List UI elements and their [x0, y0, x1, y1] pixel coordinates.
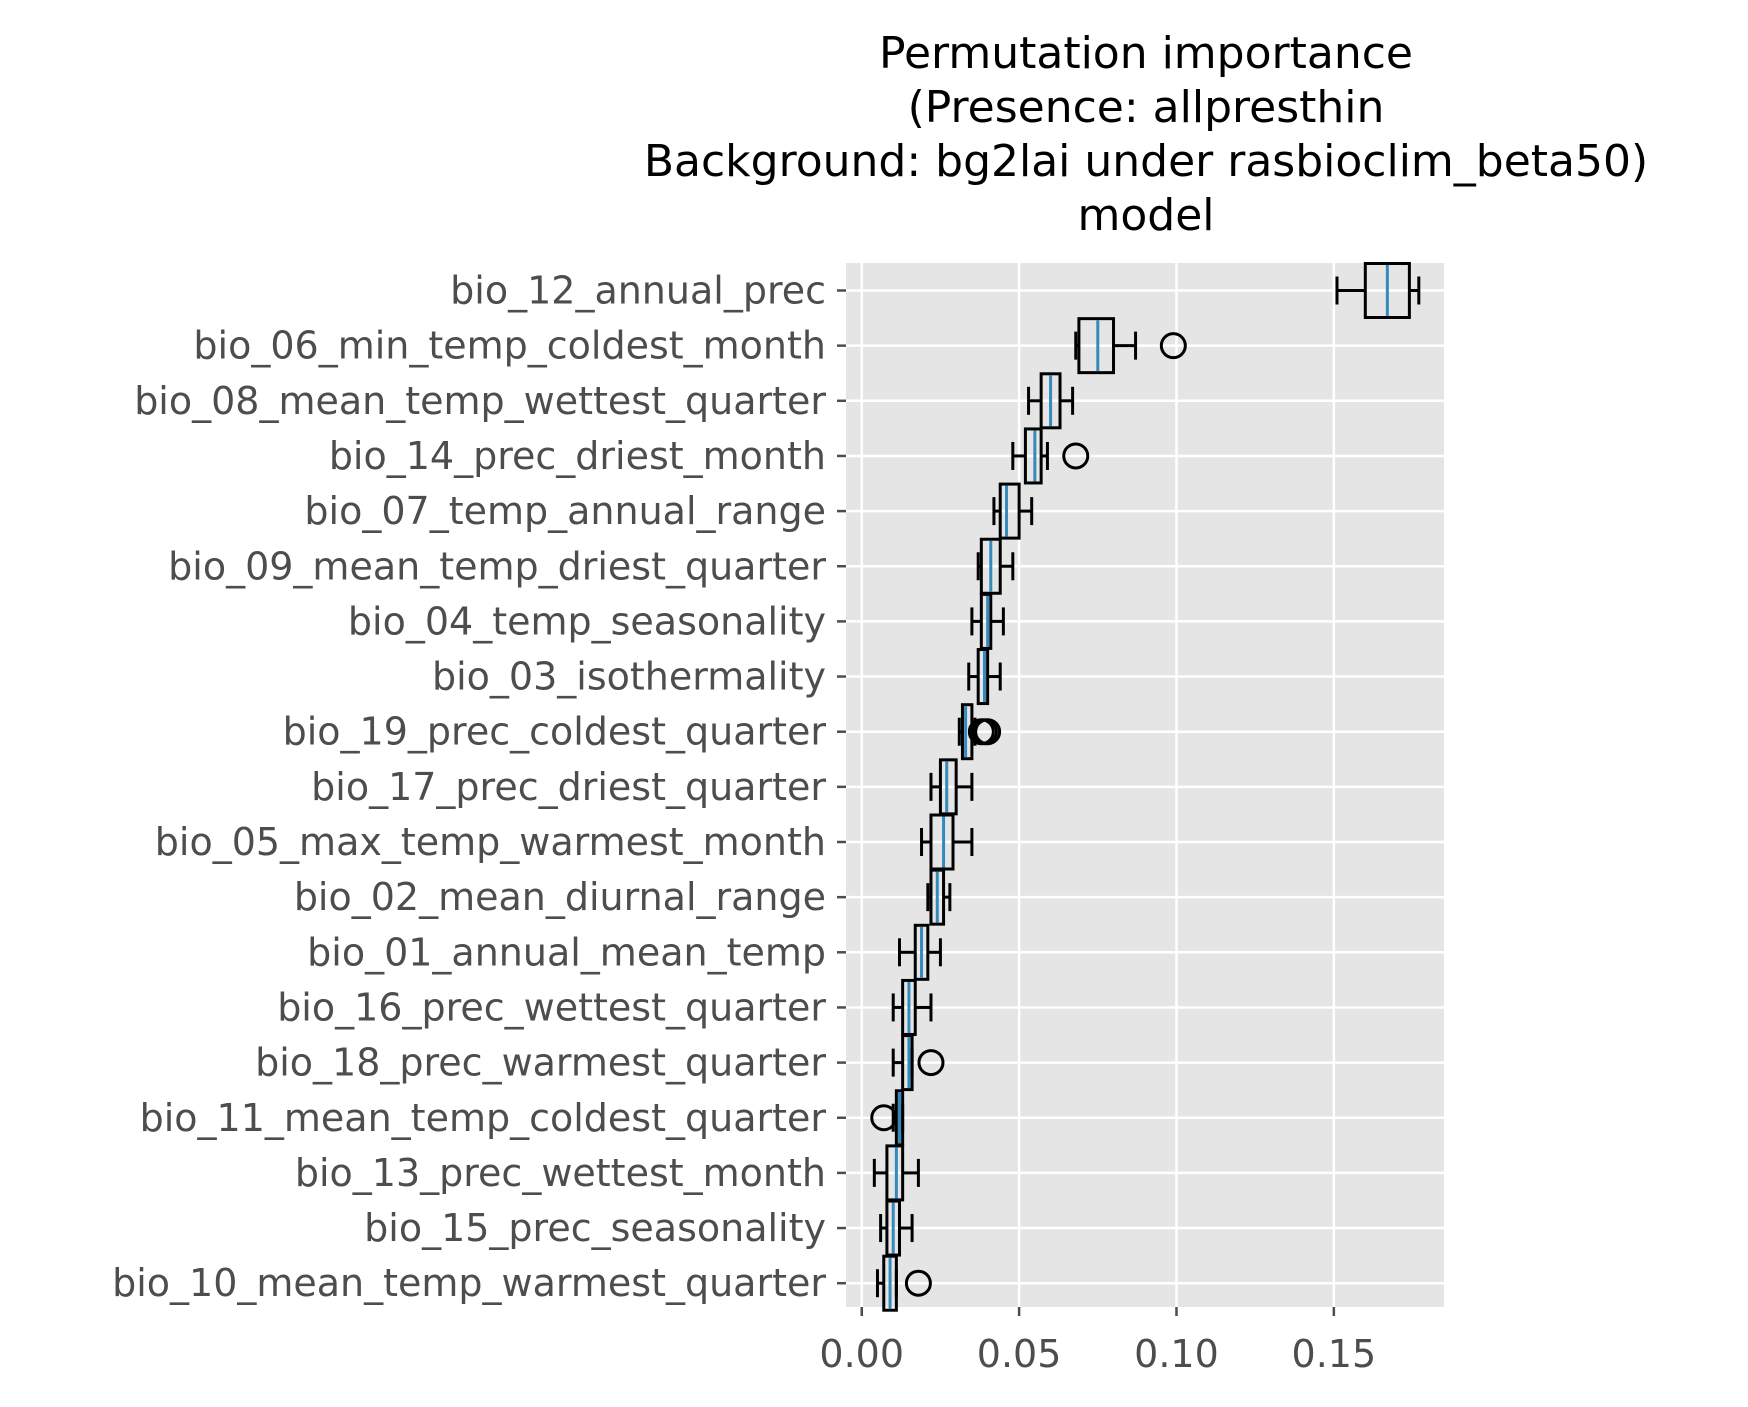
- category-label: bio_04_temp_seasonality: [348, 599, 826, 643]
- outlier-point: [917, 1049, 945, 1077]
- category-label: bio_10_mean_temp_warmest_quarter: [112, 1261, 826, 1305]
- box: [1023, 427, 1043, 485]
- category-label: bio_03_isothermality: [432, 655, 826, 699]
- box: [901, 1034, 914, 1092]
- box-group: [1335, 262, 1421, 319]
- box: [913, 923, 930, 981]
- x-tick-label: 0.05: [977, 1332, 1062, 1376]
- title-line-4: model: [1077, 190, 1214, 241]
- box-group: [967, 648, 1002, 706]
- title-line-2: (Presence: allpresthin: [908, 82, 1385, 133]
- box: [1039, 372, 1062, 430]
- box-group: [1011, 427, 1090, 485]
- box-group: [970, 592, 1005, 650]
- box-group: [875, 1254, 932, 1312]
- box-group: [898, 923, 942, 981]
- category-label: bio_11_mean_temp_coldest_quarter: [140, 1096, 827, 1140]
- category-label: bio_06_min_temp_coldest_month: [193, 324, 826, 368]
- box: [929, 868, 946, 926]
- category-label: bio_05_max_temp_warmest_month: [155, 820, 826, 864]
- category-label: bio_18_prec_warmest_quarter: [255, 1041, 826, 1085]
- outlier-point: [904, 1269, 932, 1297]
- outlier-point: [870, 1104, 898, 1132]
- box: [976, 648, 990, 706]
- category-label: bio_14_prec_driest_month: [329, 434, 826, 478]
- title-line-3: Background: bg2lai under rasbioclim_beta…: [644, 136, 1648, 187]
- category-label: bio_13_prec_wettest_month: [295, 1151, 826, 1195]
- boxes: [870, 262, 1421, 1312]
- outlier-point: [1159, 332, 1187, 360]
- y-axis: bio_12_annual_prec bio_06_min_temp_coldes…: [112, 269, 846, 1305]
- box-group: [872, 1144, 920, 1202]
- x-tick-label: 0.10: [1134, 1332, 1219, 1376]
- category-label: bio_02_mean_diurnal_range: [294, 875, 826, 919]
- category-label: bio_07_temp_annual_range: [304, 489, 826, 533]
- outlier-point: [1062, 442, 1090, 470]
- box-group: [957, 703, 1002, 761]
- category-label: bio_16_prec_wettest_quarter: [277, 985, 826, 1029]
- x-axis: 0.00 0.05 0.10 0.15: [819, 1307, 1376, 1376]
- title-line-1: Permutation importance: [879, 28, 1413, 79]
- box-group: [891, 1034, 945, 1092]
- category-label: bio_15_prec_seasonality: [364, 1206, 826, 1250]
- category-label: bio_17_prec_driest_quarter: [311, 765, 826, 809]
- box: [1363, 262, 1411, 319]
- x-tick-label: 0.15: [1292, 1332, 1377, 1376]
- box-group: [891, 978, 933, 1036]
- chart-title: Permutation importance (Presence: allpre…: [644, 28, 1648, 241]
- box-group: [1074, 317, 1187, 375]
- box-group: [992, 482, 1034, 540]
- category-label: bio_09_mean_temp_driest_quarter: [168, 544, 826, 588]
- category-label: bio_01_annual_mean_temp: [307, 930, 826, 974]
- x-tick-label: 0.00: [819, 1332, 904, 1376]
- box-group: [870, 1089, 905, 1147]
- category-label: bio_08_mean_temp_wettest_quarter: [134, 379, 826, 423]
- category-label: bio_12_annual_prec: [450, 269, 826, 313]
- outlier-point: [974, 718, 1002, 746]
- box-group: [926, 868, 952, 926]
- box-group: [1027, 372, 1075, 430]
- box: [998, 482, 1021, 540]
- box: [882, 1254, 898, 1312]
- category-label: bio_19_prec_coldest_quarter: [283, 710, 827, 754]
- box: [1077, 317, 1116, 375]
- plot-area: [846, 263, 1444, 1307]
